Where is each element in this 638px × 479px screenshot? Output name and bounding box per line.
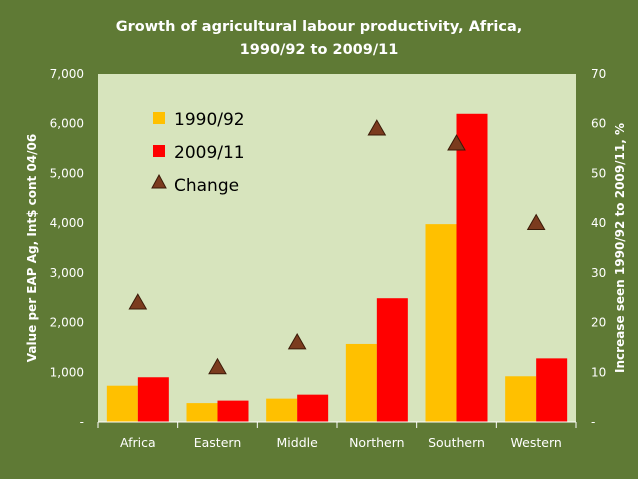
chart-title-line-1: Growth of agricultural labour productivi… (116, 19, 523, 35)
legend-swatch-2009 (153, 145, 165, 157)
bar-1990-92-western (505, 376, 537, 422)
left-axis-ticks: - 1,000 2,000 3,000 4,000 5,000 6,000 7,000 (50, 67, 84, 429)
right-axis-tick-label: 70 (591, 67, 606, 81)
bar-2009-11-western (536, 358, 568, 422)
right-axis-tick-label: 10 (591, 365, 606, 379)
left-axis-tick-label: 4,000 (50, 216, 84, 230)
bar-1990-92-eastern (186, 403, 218, 422)
left-axis-tick-label: 7,000 (50, 67, 84, 81)
bar-1990-92-southern (425, 224, 457, 422)
right-axis-tick-label: 40 (591, 216, 606, 230)
bar-1990-92-middle (266, 398, 298, 422)
bar-2009-11-northern (376, 298, 408, 422)
left-axis-tick-label: 5,000 (50, 166, 84, 180)
plot-area (98, 74, 576, 422)
legend: 1990/92 2009/11 Change (151, 110, 245, 196)
change-marker-southern (447, 134, 466, 151)
legend-label-change: Change (174, 176, 239, 196)
chart-title-line-2: 1990/92 to 2009/11 (240, 42, 399, 58)
right-axis-ticks: - 10 20 30 40 50 60 70 (591, 67, 606, 429)
bar-2009-11-southern (456, 113, 488, 423)
x-axis-ticks: Africa Eastern Middle Northern Southern Weste… (120, 435, 562, 450)
left-axis-tick-label: 2,000 (50, 316, 84, 330)
left-axis-tick-label: 1,000 (50, 365, 84, 379)
left-axis-tick-label: 6,000 (50, 117, 84, 131)
legend-label-2009: 2009/11 (174, 143, 245, 163)
x-axis-tick-label: Eastern (194, 435, 242, 450)
change-marker-middle (287, 332, 307, 350)
axes-group (97, 421, 577, 428)
x-axis-tick-label: Middle (277, 435, 319, 450)
change-marker-eastern (208, 357, 227, 375)
right-axis-title: Increase seen 1990/92 to 2009/11, % (613, 123, 627, 373)
bar-2009-11-africa (137, 377, 169, 422)
bar-2009-11-middle (297, 394, 329, 422)
change-marker-western (526, 213, 546, 231)
change-markers-group (128, 119, 546, 375)
bar-1990-92-africa (106, 385, 138, 422)
right-axis-tick-label: 50 (591, 166, 606, 180)
bar-1990-92-northern (345, 343, 377, 422)
left-axis-title: Value per EAP Ag, Int$ cont 04/06 (25, 134, 39, 362)
left-axis-tick-label: - (80, 415, 84, 429)
right-axis-tick-label: 30 (591, 266, 606, 280)
change-marker-africa (128, 293, 148, 310)
legend-swatch-1990 (153, 112, 165, 124)
x-axis-tick-label: Southern (428, 435, 485, 450)
right-axis-tick-label: - (591, 415, 595, 429)
x-axis-tick-label: Northern (349, 435, 405, 450)
change-marker-northern (367, 119, 387, 136)
x-axis-tick-label: Western (511, 435, 562, 450)
bars-group (106, 113, 568, 423)
legend-label-1990: 1990/92 (174, 110, 245, 130)
legend-marker-change (151, 173, 167, 189)
right-axis-tick-label: 20 (591, 316, 606, 330)
left-axis-tick-label: 3,000 (50, 266, 84, 280)
right-axis-tick-label: 60 (591, 117, 606, 131)
x-axis-tick-label: Africa (120, 435, 156, 450)
bar-2009-11-eastern (217, 400, 249, 422)
